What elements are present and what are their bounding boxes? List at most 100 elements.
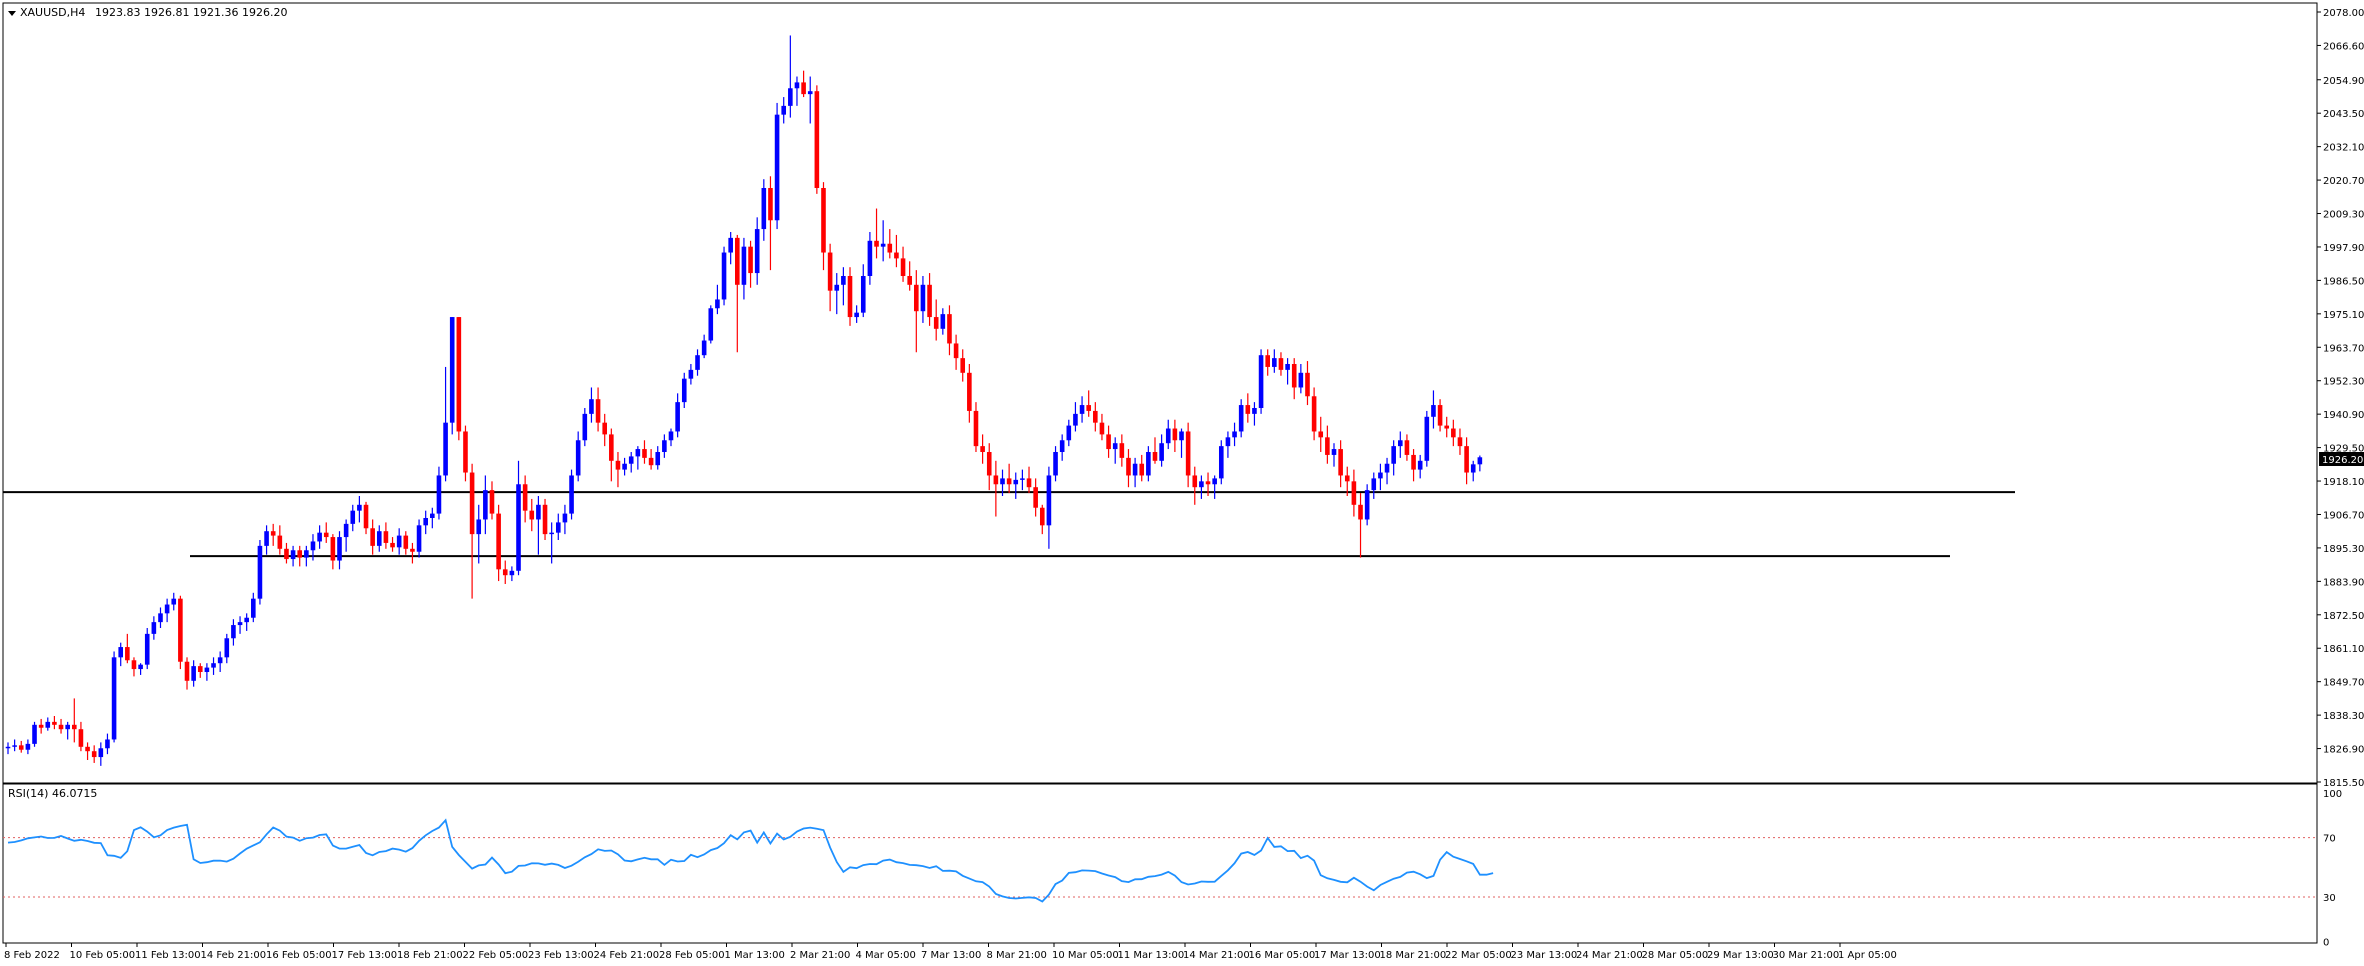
candle	[1344, 466, 1350, 496]
candle-body	[376, 531, 382, 546]
x-tick-label: 7 Mar 13:00	[921, 950, 981, 961]
candle	[1159, 434, 1164, 467]
candle	[768, 176, 773, 271]
candle-body	[933, 317, 939, 329]
candle	[257, 540, 263, 605]
candle-body	[1225, 437, 1231, 447]
candle	[967, 364, 972, 423]
candle	[184, 657, 190, 690]
candle-body	[914, 284, 919, 312]
candle-body	[701, 340, 707, 356]
candle-body	[940, 314, 946, 329]
candle-body	[562, 513, 568, 523]
candle-body	[85, 746, 90, 752]
x-tick-label: 11 Feb 13:00	[135, 950, 201, 961]
candle-body	[993, 475, 999, 485]
candle-body	[708, 308, 714, 341]
axes-layer: 2078.00 2066.60 2054.90 2043.50 2032.10 2020.…	[4, 8, 2364, 961]
candle	[887, 229, 893, 259]
candle-body	[735, 237, 740, 285]
candle-body	[1305, 372, 1310, 397]
candle-body	[807, 91, 813, 95]
candle	[841, 267, 846, 306]
candle	[754, 217, 760, 285]
candle	[1146, 446, 1151, 482]
candle	[323, 522, 329, 543]
candle-body	[443, 422, 448, 476]
candle-body	[1371, 478, 1377, 491]
candle	[65, 721, 70, 740]
candle-body	[396, 535, 402, 548]
candle	[423, 510, 428, 535]
y-tick-label: 1940.90	[2323, 410, 2364, 421]
candle	[933, 299, 939, 341]
candle	[920, 276, 926, 323]
candle-body	[549, 532, 554, 535]
candle	[403, 531, 409, 555]
candle	[1106, 425, 1111, 458]
candle-body	[178, 598, 183, 662]
candle	[1451, 419, 1456, 447]
candle-body	[860, 276, 866, 313]
candle	[191, 660, 196, 687]
candle	[350, 504, 356, 532]
x-tick-label: 14 Feb 21:00	[201, 950, 267, 961]
candle-body	[980, 446, 985, 452]
candle	[105, 733, 110, 755]
candle-body	[668, 431, 674, 441]
candle	[655, 446, 661, 470]
candle	[118, 642, 124, 667]
candle	[516, 460, 521, 576]
candle	[98, 742, 104, 766]
candle	[1411, 449, 1416, 482]
candle-body	[1477, 457, 1483, 465]
candle-body	[609, 434, 614, 461]
candle	[469, 463, 475, 599]
candle	[357, 496, 362, 523]
candle-body	[1364, 490, 1370, 520]
candle	[914, 270, 919, 353]
x-tick-label: 10 Feb 05:00	[70, 950, 136, 961]
candle	[244, 613, 249, 631]
candle-body	[628, 456, 634, 464]
candle	[854, 305, 859, 323]
candle	[370, 519, 375, 555]
candle-body	[622, 463, 627, 470]
candle-body	[204, 667, 210, 672]
candle-body	[337, 537, 342, 561]
candle-body	[32, 724, 37, 744]
candle	[1298, 364, 1304, 394]
candle-body	[423, 518, 428, 526]
candle	[536, 496, 541, 555]
candle	[443, 366, 448, 482]
x-tick-label: 1 Mar 13:00	[725, 950, 785, 961]
candle	[874, 208, 879, 259]
candle	[1112, 437, 1118, 464]
candle	[58, 718, 64, 734]
x-tick-label: 16 Feb 05:00	[266, 950, 332, 961]
candle-body	[65, 724, 70, 730]
x-tick-label: 24 Feb 21:00	[594, 950, 660, 961]
candle-body	[1073, 413, 1078, 426]
candle-body	[1378, 472, 1383, 479]
candle	[595, 387, 601, 432]
candle-body	[1325, 437, 1330, 455]
candle-body	[410, 548, 415, 552]
candle-body	[270, 531, 276, 536]
x-tick-label: 18 Mar 21:00	[1380, 950, 1447, 961]
y-tick-label: 1906.70	[2323, 510, 2364, 521]
candle	[251, 592, 256, 623]
candle-body	[1006, 478, 1012, 485]
candle-body	[522, 484, 528, 511]
x-tick-label: 2 Mar 21:00	[790, 950, 850, 961]
candle	[32, 721, 37, 747]
candle	[774, 102, 780, 230]
candle	[602, 413, 607, 447]
candle-body	[894, 252, 899, 259]
candle	[284, 542, 289, 564]
candle-body	[774, 114, 780, 221]
symbol-dropdown-icon[interactable]	[8, 11, 16, 16]
candle	[1218, 440, 1224, 485]
candle	[1331, 443, 1337, 467]
